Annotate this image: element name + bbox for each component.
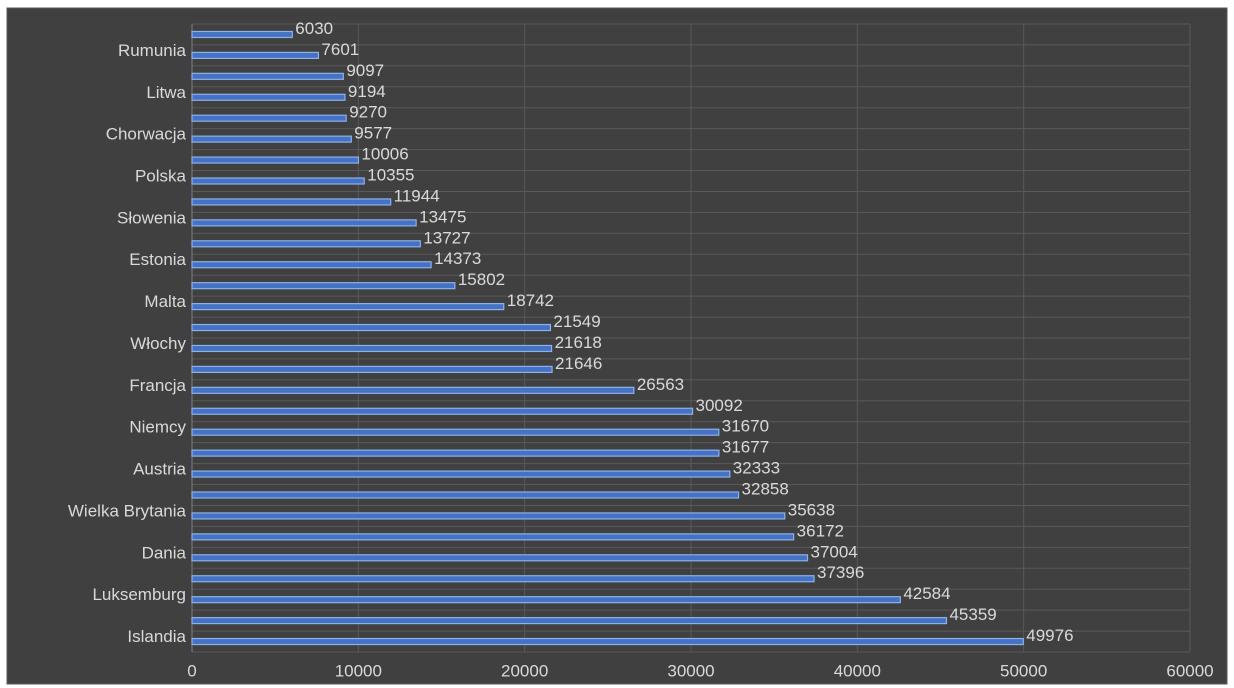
data-label: 36172 — [797, 521, 844, 540]
data-label: 7601 — [321, 40, 359, 59]
bar — [191, 533, 795, 541]
bar — [191, 156, 360, 164]
bar — [191, 282, 456, 290]
data-label: 13727 — [423, 228, 470, 247]
data-label: 21618 — [555, 333, 602, 352]
data-label: 11944 — [394, 186, 440, 205]
bar — [191, 51, 320, 60]
bar — [191, 616, 948, 625]
data-label: 37004 — [810, 542, 857, 561]
y-tick-label: Rumunia — [118, 41, 187, 60]
bar — [191, 114, 347, 122]
y-tick-label: Słowenia — [117, 208, 187, 227]
bar — [191, 596, 901, 604]
y-tick-label: Chorwacja — [106, 125, 187, 144]
data-label: 18742 — [507, 291, 554, 310]
y-tick-label: Niemcy — [129, 418, 186, 437]
data-label: 49976 — [1026, 626, 1073, 645]
bar — [191, 470, 731, 478]
data-label: 30092 — [696, 396, 743, 415]
data-label: 13475 — [419, 207, 466, 226]
data-label: 9097 — [346, 61, 384, 80]
bar — [191, 240, 421, 248]
data-label: 9194 — [348, 82, 386, 101]
data-label: 32858 — [742, 479, 789, 498]
data-label: 9577 — [354, 124, 392, 143]
bar — [191, 365, 553, 373]
bar — [191, 135, 352, 143]
data-label: 45359 — [949, 605, 996, 624]
bar — [191, 512, 786, 520]
y-tick-label: Dania — [142, 543, 187, 562]
data-label: 10355 — [367, 165, 414, 184]
bar — [191, 491, 740, 499]
y-tick-label: Austria — [133, 460, 186, 479]
x-tick-label: 30000 — [667, 661, 714, 680]
bar — [191, 93, 346, 101]
x-tick-label: 50000 — [1000, 661, 1047, 680]
y-tick-label: Włochy — [130, 334, 186, 353]
bar — [191, 637, 1024, 646]
data-label: 42584 — [903, 584, 950, 603]
y-tick-label: Polska — [135, 166, 187, 185]
bar — [191, 344, 553, 353]
bar — [191, 30, 293, 39]
x-tick-label: 10000 — [335, 661, 382, 680]
data-label: 10006 — [361, 145, 408, 164]
data-label: 26563 — [637, 375, 684, 394]
bar — [191, 554, 809, 562]
data-label: 21646 — [555, 354, 602, 373]
bar — [191, 177, 365, 185]
data-label: 14373 — [434, 249, 481, 268]
y-tick-label: Litwa — [146, 83, 186, 102]
x-tick-label: 20000 — [501, 661, 548, 680]
data-label: 31677 — [722, 438, 769, 457]
bar — [191, 428, 720, 436]
x-tick-label: 40000 — [834, 661, 881, 680]
bar — [191, 72, 344, 80]
y-tick-label: Wielka Brytania — [68, 501, 187, 520]
bar — [191, 219, 417, 227]
x-tick-label: 0 — [187, 661, 196, 680]
bar — [191, 575, 815, 583]
y-tick-label: Estonia — [129, 250, 186, 269]
data-label: 31670 — [722, 417, 769, 436]
y-tick-label: Islandia — [127, 627, 186, 646]
y-tick-label: Francja — [129, 376, 186, 395]
data-label: 35638 — [788, 500, 835, 519]
data-label: 21549 — [553, 312, 600, 331]
bar — [191, 449, 720, 457]
data-label: 32333 — [733, 459, 780, 478]
chart-background — [6, 7, 1228, 685]
bar — [191, 386, 635, 394]
x-tick-label: 60000 — [1166, 661, 1213, 680]
data-label: 15802 — [458, 270, 505, 289]
data-label: 6030 — [295, 19, 333, 38]
bar — [191, 323, 552, 332]
bar — [191, 198, 392, 206]
data-label: 9270 — [349, 103, 387, 122]
data-label: 37396 — [817, 563, 864, 582]
bar — [191, 303, 505, 311]
bar — [191, 261, 432, 269]
bar — [191, 407, 694, 415]
y-tick-label: Malta — [144, 292, 186, 311]
y-tick-label: Luksemburg — [92, 585, 186, 604]
